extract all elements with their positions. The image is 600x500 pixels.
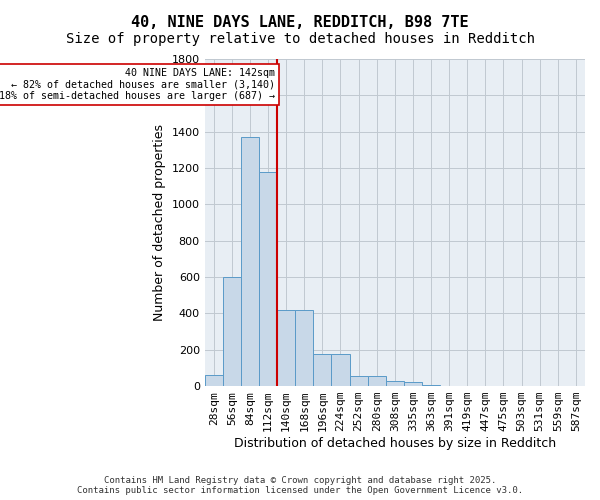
Bar: [241, 137, 259, 386]
Bar: [223, 277, 241, 386]
Bar: [422, 385, 440, 386]
Bar: [350, 376, 368, 386]
Text: 40, NINE DAYS LANE, REDDITCH, B98 7TE: 40, NINE DAYS LANE, REDDITCH, B98 7TE: [131, 15, 469, 30]
Text: Size of property relative to detached houses in Redditch: Size of property relative to detached ho…: [65, 32, 535, 46]
Bar: [277, 310, 295, 386]
Bar: [368, 376, 386, 386]
Bar: [295, 310, 313, 386]
Bar: [313, 354, 331, 386]
Bar: [259, 172, 277, 386]
Bar: [404, 382, 422, 386]
Text: 40 NINE DAYS LANE: 142sqm
← 82% of detached houses are smaller (3,140)
18% of se: 40 NINE DAYS LANE: 142sqm ← 82% of detac…: [0, 68, 275, 102]
Bar: [386, 380, 404, 386]
Text: Contains HM Land Registry data © Crown copyright and database right 2025.
Contai: Contains HM Land Registry data © Crown c…: [77, 476, 523, 495]
Y-axis label: Number of detached properties: Number of detached properties: [153, 124, 166, 321]
Bar: [331, 354, 350, 386]
Bar: [205, 375, 223, 386]
X-axis label: Distribution of detached houses by size in Redditch: Distribution of detached houses by size …: [234, 437, 556, 450]
